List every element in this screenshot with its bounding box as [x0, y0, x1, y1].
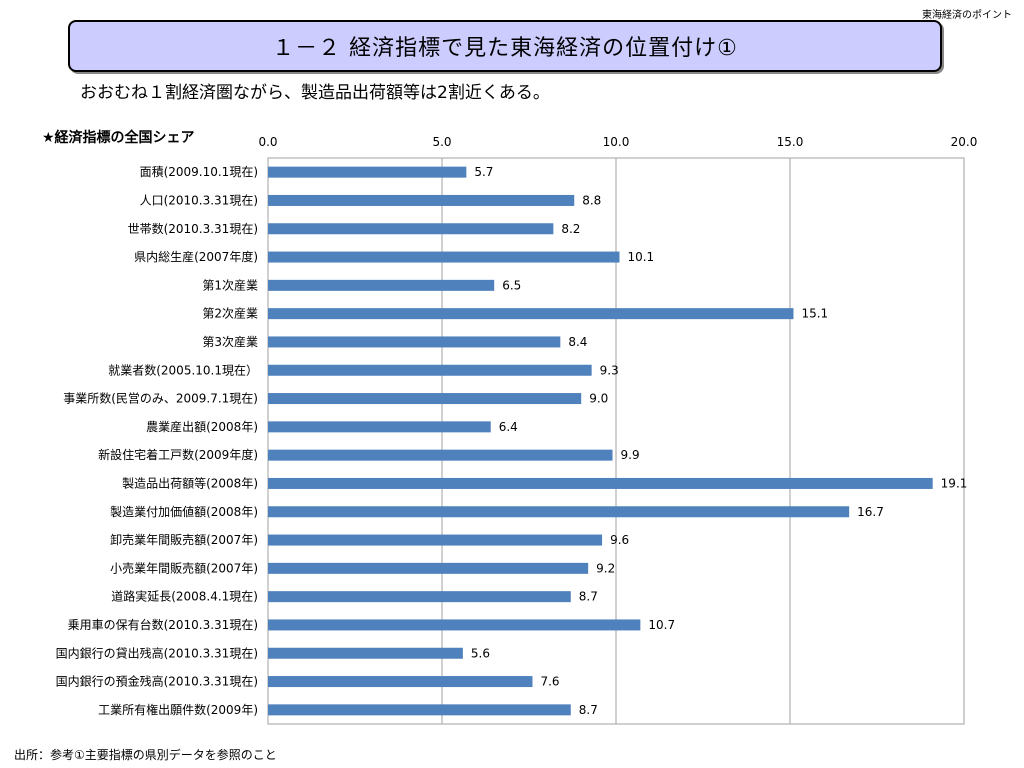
category-label: 第2次産業 [202, 306, 258, 321]
data-label: 6.5 [502, 278, 521, 292]
bar [268, 166, 467, 178]
bar [268, 534, 603, 546]
category-label: 世帯数(2010.3.31現在) [128, 221, 258, 236]
bar [268, 647, 463, 659]
category-label: 国内銀行の貸出残高(2010.3.31現在) [56, 645, 258, 660]
category-label: 乗用車の保有台数(2010.3.31現在) [68, 617, 258, 632]
data-label: 9.6 [610, 533, 629, 547]
header-note: 東海経済のポイント [922, 10, 1012, 21]
data-label: 19.1 [941, 476, 968, 490]
category-label: 農業産出額(2008年) [146, 419, 258, 434]
data-label: 10.1 [627, 250, 654, 264]
data-label: 7.6 [540, 675, 559, 689]
bar [268, 364, 592, 376]
bar [268, 477, 933, 489]
bar [268, 194, 575, 206]
category-label: 工業所有権出願件数(2009年) [98, 702, 258, 717]
data-label: 5.6 [471, 646, 490, 660]
x-tick-label: 15.0 [777, 135, 804, 149]
data-label: 9.0 [589, 392, 608, 406]
bar [268, 676, 533, 688]
category-label: 県内総生産(2007年度) [134, 249, 258, 264]
data-label: 8.7 [579, 703, 598, 717]
bar [268, 562, 589, 574]
subtitle: おおむね１割経済圏ながら、製造品出荷額等は2割近くある。 [80, 83, 550, 103]
bar [268, 449, 613, 461]
category-label: 小売業年間販売額(2007年) [110, 560, 258, 575]
data-label: 9.3 [600, 363, 619, 377]
data-label: 8.7 [579, 590, 598, 604]
page-title: １－２ 経済指標で見た東海経済の位置付け① [68, 20, 942, 72]
data-label: 8.8 [582, 193, 601, 207]
data-label: 6.4 [499, 420, 518, 434]
x-tick-label: 20.0 [951, 135, 978, 149]
bar [268, 279, 495, 291]
bar [268, 336, 561, 348]
bar [268, 704, 571, 716]
category-label: 事業所数(民営のみ、2009.7.1現在) [63, 391, 258, 406]
data-label: 9.2 [596, 561, 615, 575]
data-label: 5.7 [474, 165, 493, 179]
bar [268, 308, 794, 320]
x-tick-label: 0.0 [258, 135, 277, 149]
bar [268, 591, 571, 603]
data-label: 10.7 [648, 618, 675, 632]
category-label: 製造品出荷額等(2008年) [122, 476, 258, 490]
category-label: 新設住宅着工戸数(2009年度) [98, 447, 258, 462]
bar [268, 393, 582, 405]
bar [268, 619, 641, 631]
category-label: 国内銀行の預金残高(2010.3.31現在) [56, 674, 258, 689]
category-label: 面積(2009.10.1現在) [140, 164, 258, 179]
source-footnote: 出所：参考①主要指標の県別データを参照のこと [14, 748, 277, 762]
chart-heading: ★経済指標の全国シェア [42, 130, 195, 146]
category-label: 卸売業年間販売額(2007年) [110, 532, 258, 547]
data-label: 9.9 [621, 448, 640, 462]
data-label: 16.7 [857, 505, 884, 519]
bar [268, 251, 620, 263]
x-tick-label: 10.0 [603, 135, 630, 149]
category-label: 道路実延長(2008.4.1現在) [111, 589, 258, 604]
category-label: 第1次産業 [202, 277, 258, 292]
category-label: 人口(2010.3.31現在) [140, 193, 258, 207]
category-label: 第3次産業 [202, 334, 258, 349]
data-label: 15.1 [801, 307, 828, 321]
bar [268, 421, 491, 433]
bar [268, 223, 554, 235]
data-label: 8.4 [568, 335, 587, 349]
data-label: 8.2 [561, 222, 580, 236]
category-label: 就業者数(2005.10.1現在） [108, 362, 258, 377]
bar-chart: 0.0 5.0 10.0 15.0 20.0 面積(2009.10.1現在) 5.7 人口(2… [56, 135, 978, 725]
x-tick-label: 5.0 [432, 135, 451, 149]
category-label: 製造業付加価値額(2008年) [110, 504, 258, 519]
bar [268, 506, 850, 518]
